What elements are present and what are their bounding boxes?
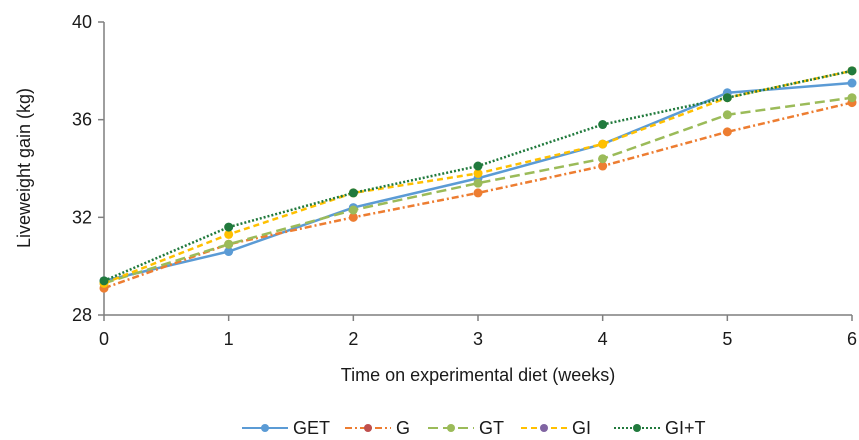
legend-label: GI (572, 418, 591, 438)
legend-swatch-marker (447, 424, 455, 432)
data-point-get (224, 247, 234, 257)
data-point-g (348, 212, 358, 222)
legend: GET G GT GI GI+T (242, 418, 706, 438)
x-tick-label: 3 (473, 329, 483, 349)
legend-swatch-marker (261, 424, 269, 432)
x-tick-label: 6 (847, 329, 857, 349)
data-point-gt (473, 178, 483, 188)
y-tick-label: 28 (72, 305, 92, 325)
legend-item-gt: GT (428, 418, 504, 438)
legend-swatch-marker (540, 424, 548, 432)
legend-item-gi: GI (521, 418, 591, 438)
legend-label: GET (293, 418, 330, 438)
legend-item-g: G (345, 418, 410, 438)
data-point-gt (348, 205, 358, 215)
data-point-gi-t (348, 188, 358, 198)
data-point-g (473, 188, 483, 198)
data-point-get (847, 78, 857, 88)
legend-label: G (396, 418, 410, 438)
data-point-g (722, 127, 732, 137)
y-ticks: 28 32 36 40 (72, 12, 104, 325)
x-ticks: 0 1 2 3 4 5 6 (99, 315, 857, 349)
x-axis-title: Time on experimental diet (weeks) (341, 365, 615, 385)
y-tick-label: 40 (72, 12, 92, 32)
data-point-g (598, 161, 608, 171)
x-tick-label: 4 (598, 329, 608, 349)
legend-swatch-marker (364, 424, 372, 432)
data-point-gi (598, 139, 608, 149)
y-tick-label: 32 (72, 207, 92, 227)
data-point-gi (473, 168, 483, 178)
legend-item-get: GET (242, 418, 330, 438)
legend-swatch-marker (633, 424, 641, 432)
legend-item-gi-t: GI+T (614, 418, 706, 438)
y-tick-label: 36 (72, 110, 92, 130)
data-point-gi-t (722, 93, 732, 103)
x-tick-label: 5 (722, 329, 732, 349)
data-point-gt (598, 154, 608, 164)
data-point-gi-t (473, 161, 483, 171)
data-point-gt (847, 93, 857, 103)
x-tick-label: 2 (348, 329, 358, 349)
data-point-gi-t (99, 276, 109, 286)
legend-label: GI+T (665, 418, 706, 438)
data-point-gi (224, 229, 234, 239)
data-point-gi-t (847, 66, 857, 76)
y-axis-title: Liveweight gain (kg) (14, 88, 34, 248)
data-point-gi-t (224, 222, 234, 232)
series-group (99, 66, 857, 293)
data-point-gi-t (598, 120, 608, 130)
data-point-gt (224, 239, 234, 249)
series-g (99, 98, 857, 293)
series-gi-t (99, 66, 857, 286)
x-tick-label: 0 (99, 329, 109, 349)
data-point-gt (722, 110, 732, 120)
legend-label: GT (479, 418, 504, 438)
series-gt (99, 93, 857, 288)
x-tick-label: 1 (224, 329, 234, 349)
